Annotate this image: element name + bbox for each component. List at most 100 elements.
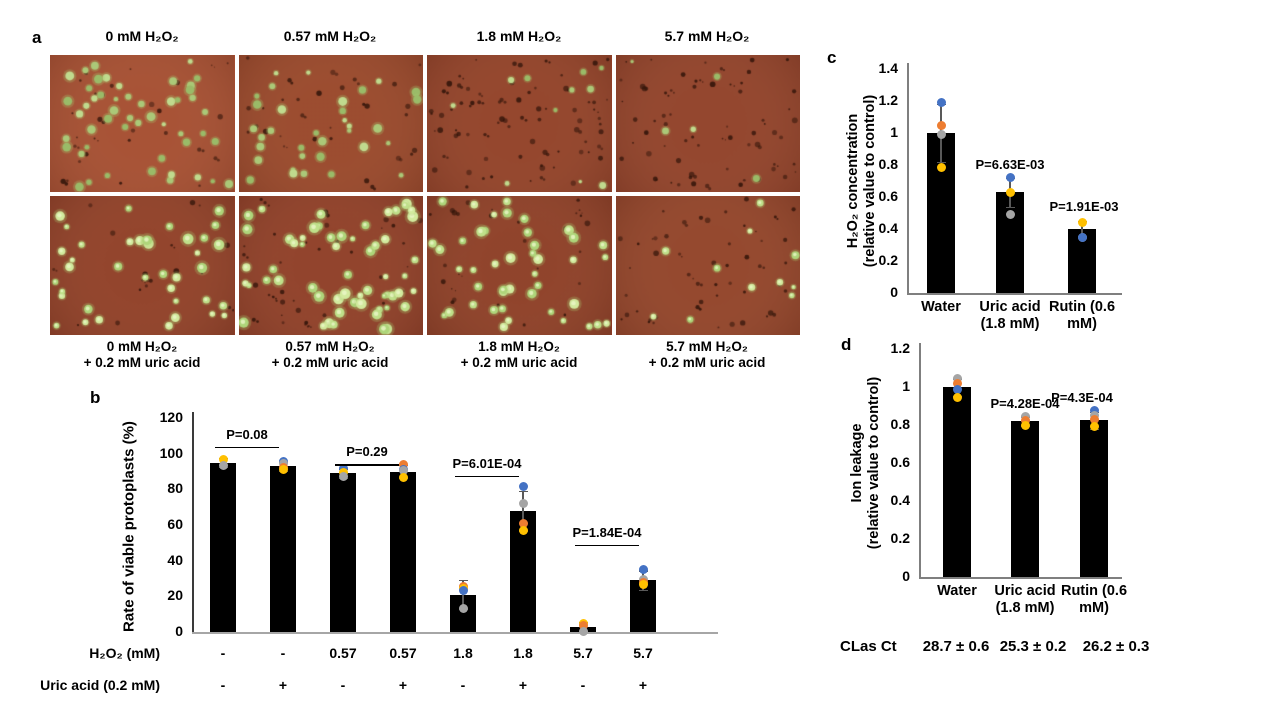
error-cap-bottom (638, 590, 648, 592)
x-category-label: Water (921, 299, 961, 315)
data-point-gray (1005, 210, 1015, 220)
x-row-value: 0.57 (329, 645, 357, 661)
x-row-value: - (460, 677, 466, 693)
a-bottom-label-1: 0.57 mM H₂O₂ + 0.2 mM uric acid (238, 339, 422, 371)
data-point-orange (952, 378, 962, 388)
footer-row-label: CLas Ct (840, 638, 897, 655)
micrograph-0mM-uric-acid (50, 196, 235, 335)
significance-line (335, 464, 399, 466)
y-tick-label: 1.2 (878, 92, 898, 108)
a-bottom-label-1-line1: 0.57 mM H₂O₂ (285, 339, 375, 354)
micrograph-0.57mM-uric-acid-image (238, 196, 423, 335)
micrograph-5.7mM-image (615, 55, 800, 192)
data-point-gray (936, 130, 946, 140)
x-row-value: + (278, 677, 288, 693)
data-point-blue (1005, 173, 1015, 183)
data-point-gray (398, 466, 408, 476)
a-bottom-label-2-line2: + 0.2 mM uric acid (460, 355, 578, 370)
x-row-value: 1.8 (513, 645, 533, 661)
data-point-yellow (218, 454, 228, 464)
error-cap-top (458, 580, 468, 582)
data-point-gray (218, 460, 228, 470)
a-bottom-label-0-line2: + 0.2 mM uric acid (83, 355, 201, 370)
x-row-value: - (220, 645, 226, 661)
a-bottom-label-0-line1: 0 mM H₂O₂ (106, 339, 178, 354)
chart-ion-leakage: Ion leakage (relative value to control) … (820, 330, 1185, 695)
micrograph-0mM (50, 55, 235, 192)
panel-a-letter: a (32, 28, 42, 47)
micrograph-1.8mM-image (427, 55, 611, 192)
a-bottom-label-0: 0 mM H₂O₂ + 0.2 mM uric acid (50, 339, 234, 371)
a-col-label-2: 1.8 mM H₂O₂ (476, 28, 562, 44)
bar-Uric-acid-(1.8-mM) (1011, 421, 1039, 577)
bar-Uric-acid-(1.8-mM) (996, 192, 1024, 293)
y-tick-label: 1.2 (890, 340, 910, 356)
data-point-orange (578, 621, 588, 631)
bar-0mM-+UA (270, 466, 296, 632)
a-col-label-3: 5.7 mM H₂O₂ (664, 28, 750, 44)
panel-b-letter: b (90, 388, 101, 407)
x-category-label: Uric acid (1.8 mM) (979, 299, 1041, 332)
x-row-value: 0.57 (389, 645, 417, 661)
bar-0.57mM-+UA (390, 471, 416, 632)
x-category-label: Rutin (0.6 mM) (1060, 583, 1128, 616)
a-bottom-label-2-line1: 1.8 mM H₂O₂ (478, 339, 560, 354)
y-tick-label: 0 (175, 623, 183, 639)
x-axis-line (192, 632, 718, 634)
bar-0.57mM--UA (330, 473, 356, 632)
significance-line (575, 544, 639, 546)
data-point-yellow (398, 473, 408, 483)
data-point-blue (936, 98, 946, 108)
data-point-gray (458, 604, 468, 614)
y-tick-label: 1 (890, 124, 898, 140)
y-tick-label: 1 (902, 378, 910, 394)
c-y-axis-title: H₂O₂ concentration (relative value to co… (845, 51, 879, 311)
y-tick-label: 0 (890, 284, 898, 300)
p-value-label: P=0.08 (226, 426, 268, 442)
error-cap-bottom (1005, 206, 1015, 208)
chart-h2o2-concentration: H₂O₂ concentration (relative value to co… (820, 40, 1150, 340)
data-point-yellow (278, 465, 288, 475)
p-value-label: P=6.01E-04 (452, 455, 522, 471)
y-tick-label: 0.8 (890, 416, 910, 432)
data-point-blue (1089, 406, 1099, 416)
y-axis-line (192, 412, 194, 634)
micrograph-0mM-uric-acid-image (50, 196, 234, 335)
micrograph-0.57mM (238, 55, 423, 192)
y-axis-line (919, 343, 921, 579)
y-tick-label: 0.2 (878, 252, 898, 268)
y-tick-label: 0.2 (890, 530, 910, 546)
p-value-label: P=1.91E-03 (1049, 198, 1119, 214)
x-row-label: H₂O₂ (mM) (89, 645, 160, 661)
footer-row-value: 26.2 ± 0.3 (1082, 638, 1150, 655)
y-tick-label: 80 (167, 480, 183, 497)
data-point-orange (1020, 415, 1030, 425)
y-tick-label: 60 (167, 516, 183, 532)
data-point-orange (518, 518, 528, 528)
p-value-label: P=4.3E-04 (1051, 390, 1113, 405)
micrograph-5.7mM (615, 55, 800, 192)
data-point-yellow (1089, 422, 1099, 432)
significance-line (215, 446, 279, 448)
y-tick-label: 0.8 (878, 156, 898, 172)
data-point-gray (952, 373, 962, 383)
data-point-yellow (638, 580, 648, 590)
data-point-blue (458, 586, 468, 596)
data-point-yellow (1077, 218, 1087, 228)
x-axis-line (907, 293, 1122, 295)
x-row-value: 1.8 (453, 645, 473, 661)
y-tick-label: 0.6 (878, 188, 898, 204)
footer-row-value: 25.3 ± 0.2 (999, 638, 1067, 655)
significance-line (455, 475, 519, 478)
footer-row-value: 28.7 ± 0.6 (922, 638, 990, 655)
a-col-label-0: 0 mM H₂O₂ (105, 28, 179, 44)
data-point-yellow (518, 525, 528, 535)
data-point-gray (338, 472, 348, 482)
y-tick-label: 40 (167, 551, 183, 568)
data-point-blue (952, 385, 962, 395)
x-category-label: Uric acid (1.8 mM) (994, 583, 1056, 616)
data-point-yellow (952, 392, 962, 402)
bar-0mM--UA (210, 462, 236, 632)
data-point-orange (1089, 414, 1099, 424)
